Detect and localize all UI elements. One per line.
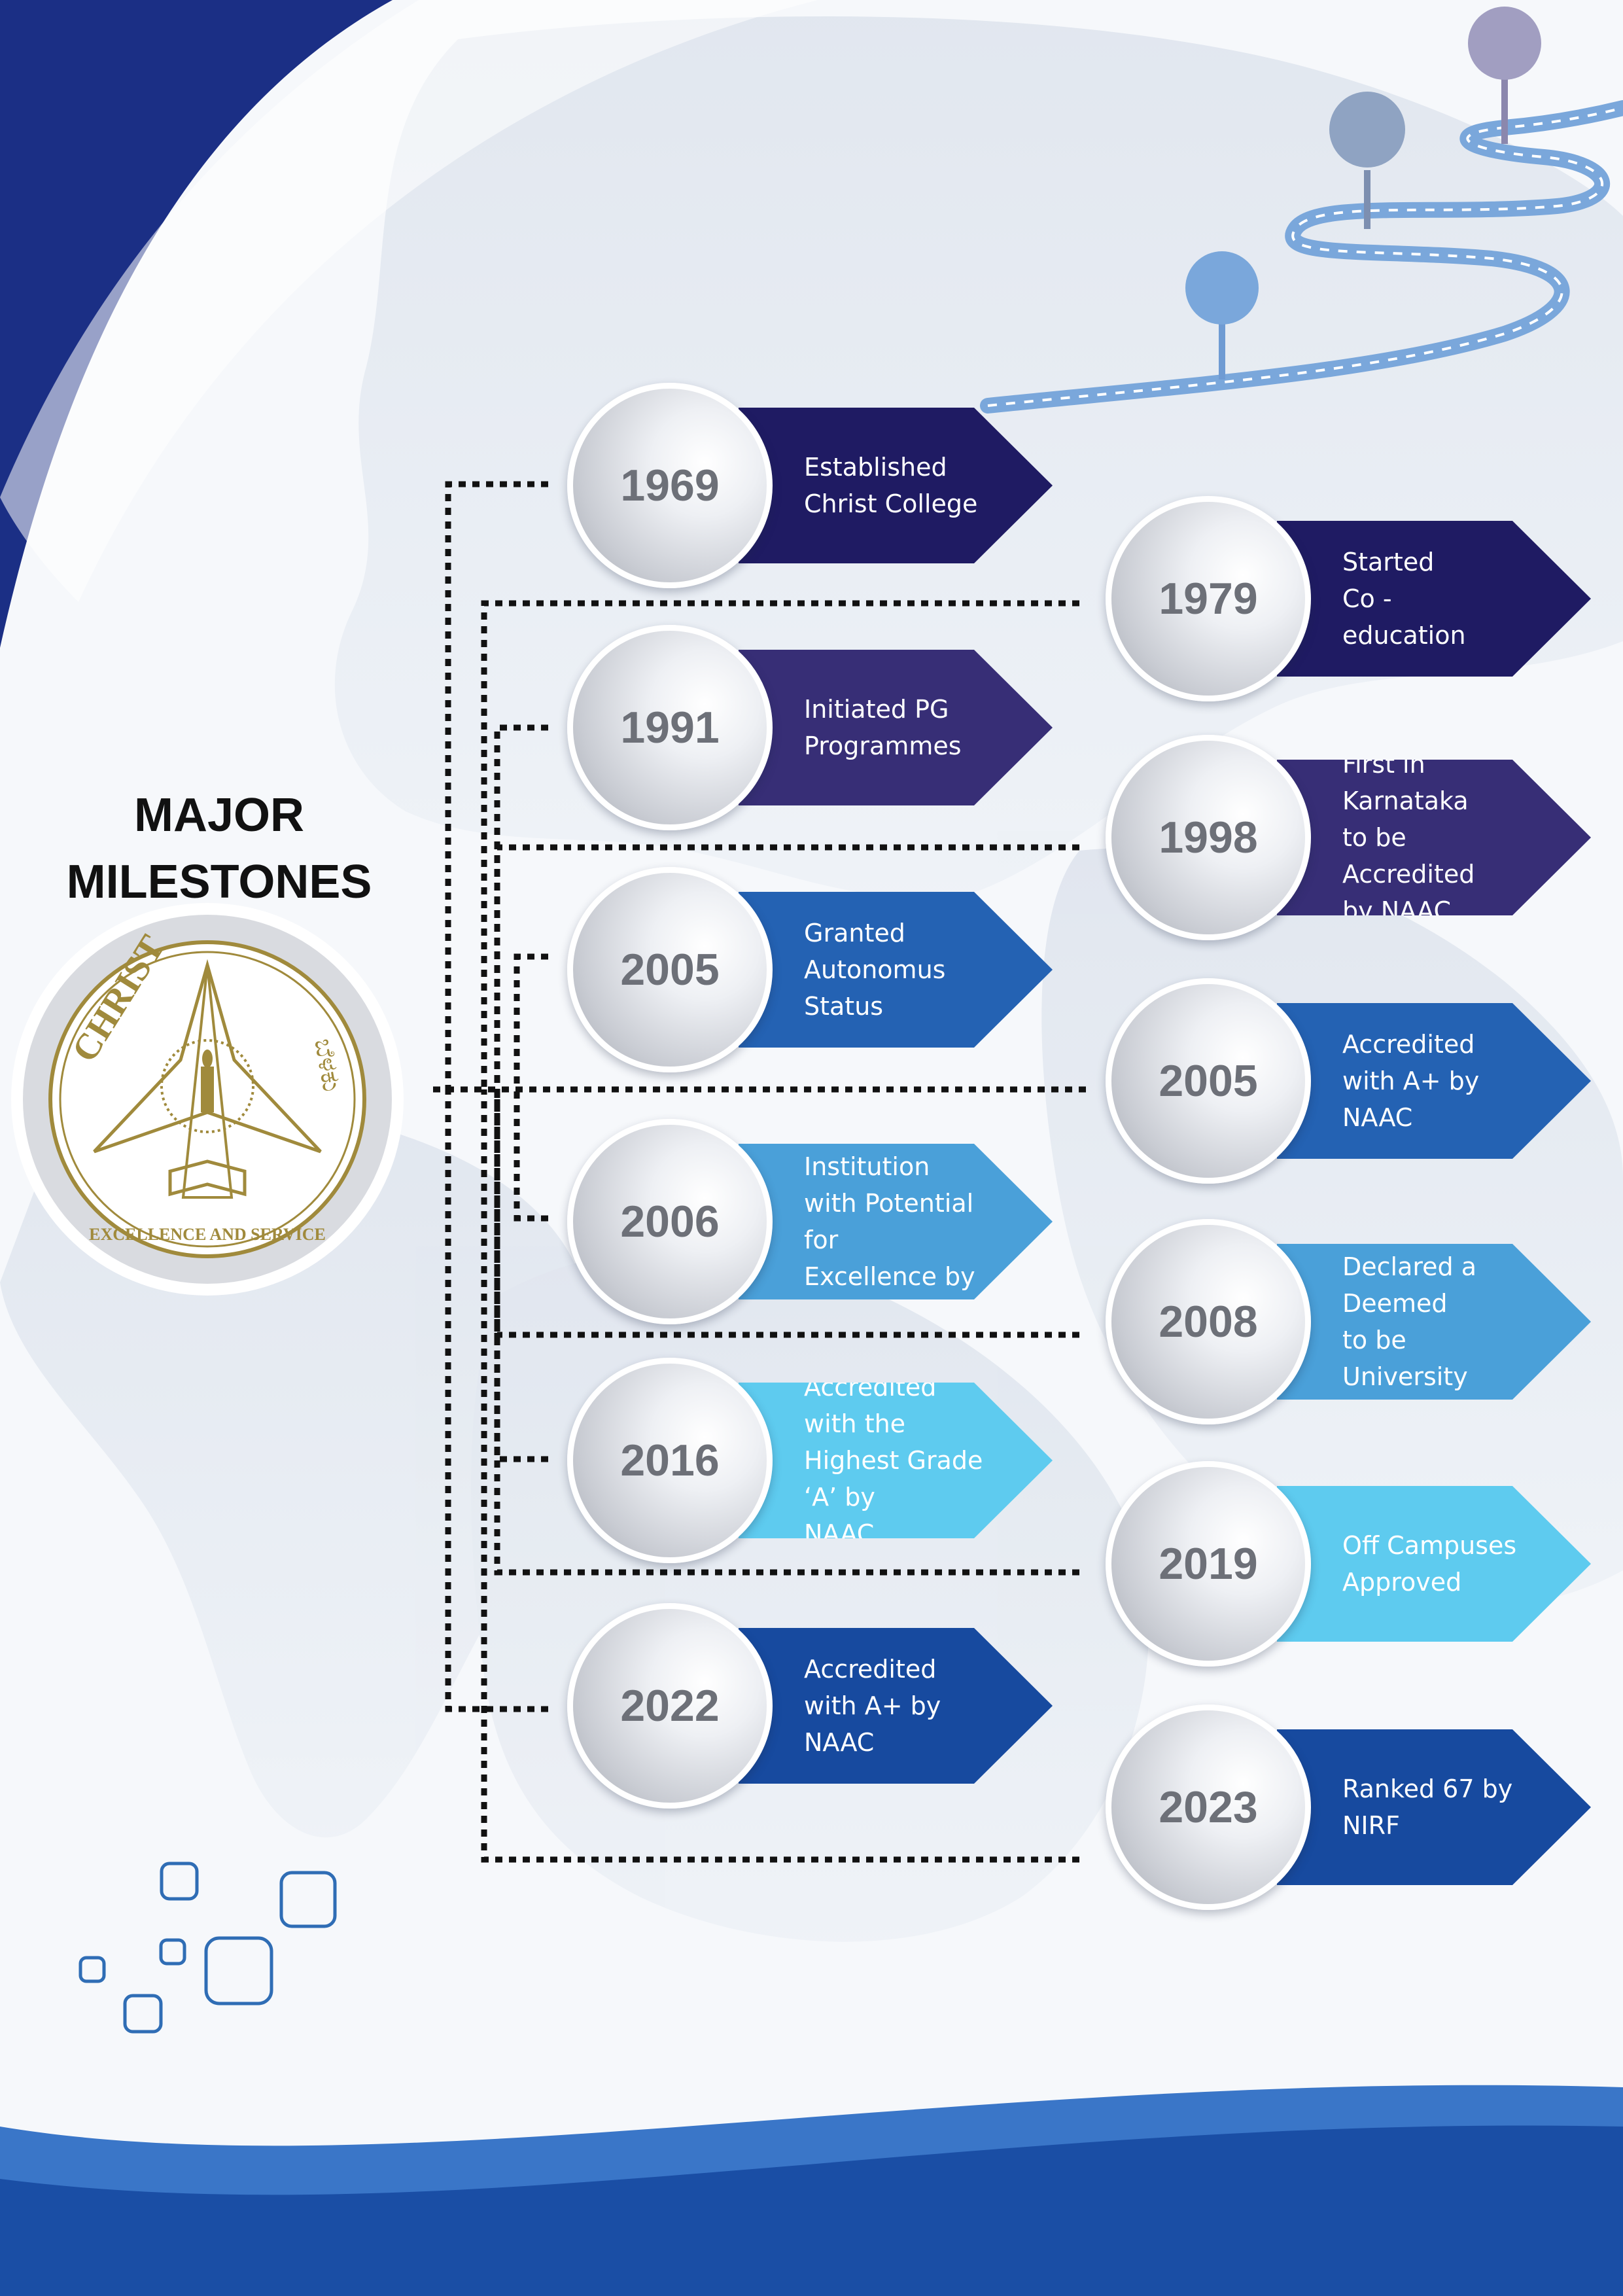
milestone-text: Granted Autonomus Status [804, 919, 946, 1021]
milestone-text: Started Co - education [1342, 548, 1466, 650]
milestone-tag: Accredited with A+ by NAAC [739, 1628, 1053, 1784]
year-circle: 2006 [567, 1119, 773, 1324]
milestone-year: 2008 [1159, 1297, 1258, 1347]
bottom-wave-dark [0, 2125, 1623, 2296]
title-line-2: MILESTONES [66, 856, 372, 908]
milestone-text: Off Campuses Approved [1342, 1531, 1517, 1597]
christ-university-logo: CHRIST EXCELLENCE AND SERVICE ಬೆಳಕು [11, 903, 404, 1296]
year-circle: 2023 [1106, 1704, 1311, 1910]
milestone-text: Ranked 67 by NIRF [1342, 1775, 1513, 1840]
milestone-text: Established Christ College [804, 453, 978, 518]
milestone-text: Initiated PG Programmes [804, 695, 962, 760]
timeline-connectors [433, 481, 1089, 1863]
milestone-year: 2019 [1159, 1539, 1258, 1589]
milestone-year: 1998 [1159, 813, 1258, 862]
milestone-text: Declared a Deemed to be University [1342, 1252, 1477, 1391]
year-circle: 1969 [567, 383, 773, 588]
year-circle: 1979 [1106, 496, 1311, 701]
page-title: MAJOR MILESTONES [20, 782, 419, 915]
milestone-tag: Established Christ College [739, 408, 1053, 563]
year-circle: 2005 [1106, 978, 1311, 1184]
milestone-text: Declared Institution with Potential for … [804, 1116, 975, 1299]
milestone-year: 2006 [620, 1197, 720, 1246]
milestone-text: Accredited with A+ by NAAC [1342, 1030, 1480, 1132]
milestone-tag: Accredited with the Highest Grade ‘A’ by… [739, 1383, 1053, 1538]
milestone-year: 2005 [620, 945, 720, 995]
year-circle: 2005 [567, 867, 773, 1072]
milestone-year: 2005 [1159, 1056, 1258, 1106]
milestone-tag: Ranked 67 by NIRF [1277, 1729, 1591, 1885]
year-circle: 2016 [567, 1358, 773, 1563]
milestone-year: 1979 [1159, 574, 1258, 624]
year-circle: 1998 [1106, 735, 1311, 940]
year-circle: 2022 [567, 1603, 773, 1809]
milestone-year: 1991 [620, 703, 720, 752]
top-left-arc [0, 0, 393, 648]
milestone-tag: Declared a Deemed to be University [1277, 1244, 1591, 1400]
map-pin-icon [1468, 7, 1541, 144]
milestone-tag: Started Co - education [1277, 521, 1591, 677]
milestone-text: Accredited with A+ by NAAC [804, 1655, 941, 1757]
decorative-squares [79, 1862, 337, 2034]
milestone-text: First in Karnataka to be Accredited by N… [1342, 750, 1475, 925]
milestone-year: 2022 [620, 1681, 720, 1731]
year-circle: 2008 [1106, 1219, 1311, 1424]
top-left-arc-highlight [0, 0, 818, 602]
map-pin-icon [1329, 92, 1405, 229]
milestone-year: 1969 [620, 461, 720, 510]
year-circle: 1991 [567, 625, 773, 830]
milestone-text: Accredited with the Highest Grade ‘A’ by… [804, 1373, 983, 1548]
milestone-year: 2023 [1159, 1782, 1258, 1832]
milestone-tag: Off Campuses Approved [1277, 1486, 1591, 1642]
year-circle: 2019 [1106, 1461, 1311, 1667]
milestone-year: 2016 [620, 1436, 720, 1485]
logo-motto: EXCELLENCE AND SERVICE [89, 1225, 326, 1244]
map-pin-icon [1185, 251, 1259, 380]
title-line-1: MAJOR [133, 789, 304, 841]
milestone-tag: Declared Institution with Potential for … [739, 1144, 1053, 1299]
